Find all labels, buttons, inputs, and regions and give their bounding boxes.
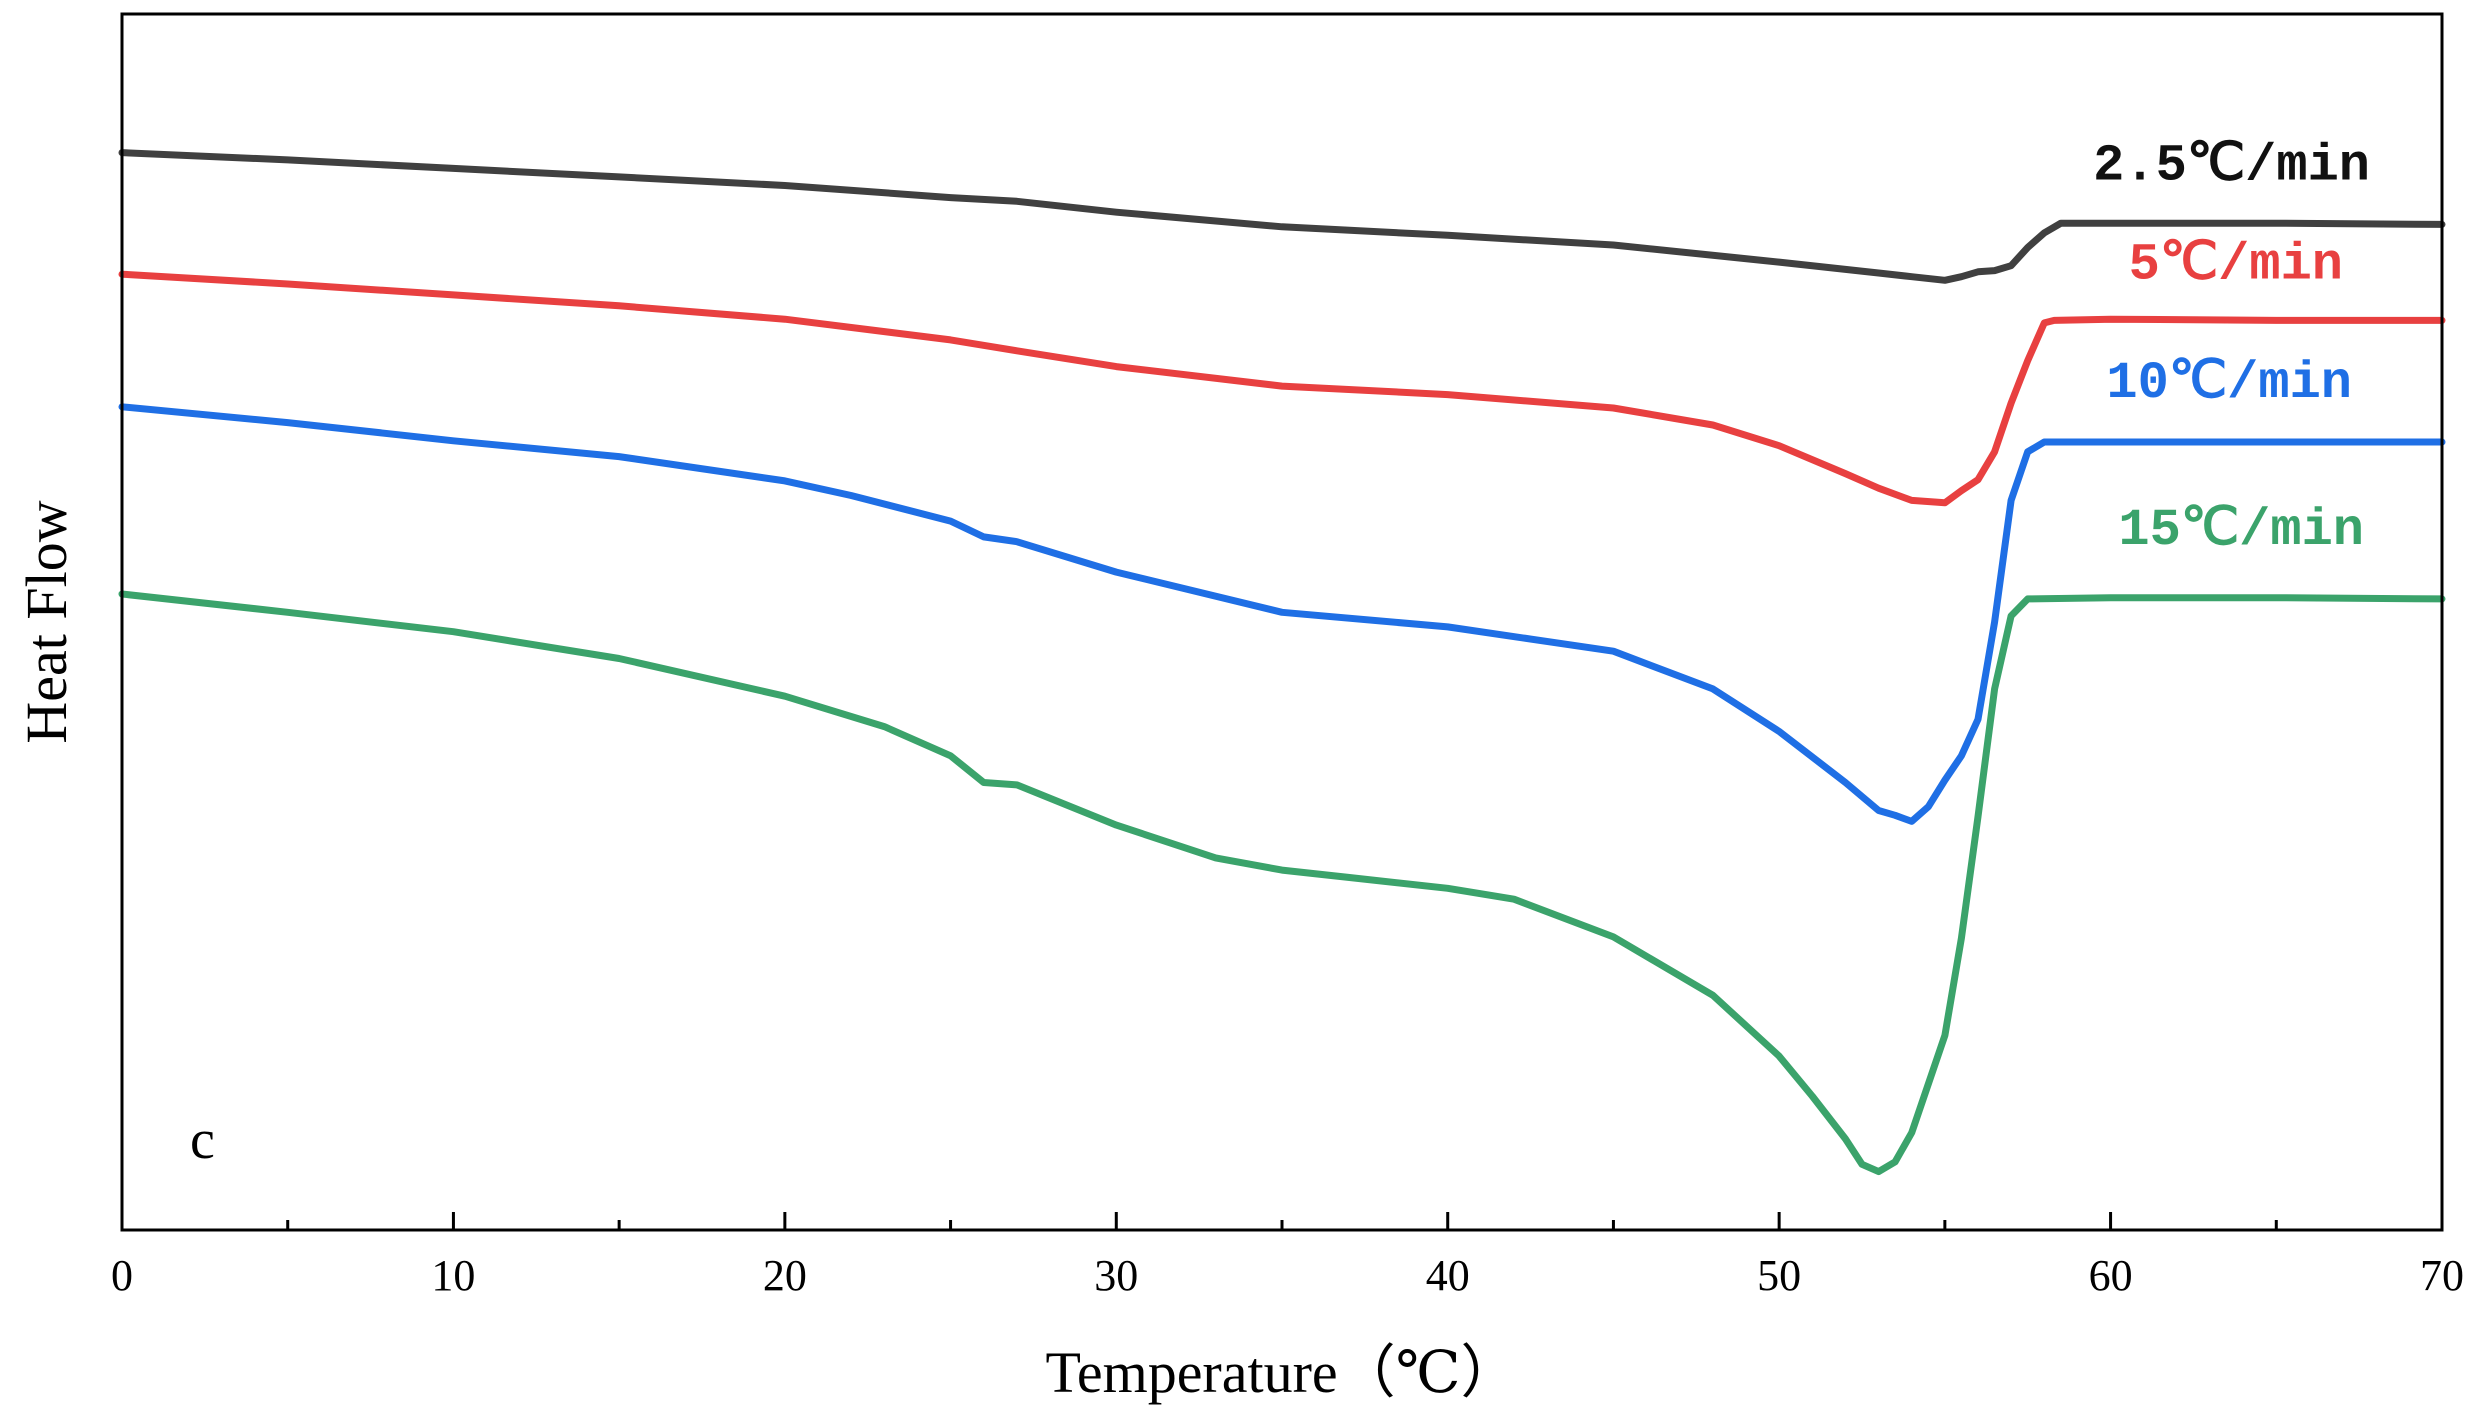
y-axis-title: Heat Flow — [14, 500, 79, 743]
x-tick-label: 60 — [2089, 1251, 2133, 1300]
panel-label: c — [190, 1109, 215, 1171]
legend-layer: 2.5℃/min 5℃/min 10℃/min 15℃/min — [2093, 136, 2370, 560]
x-tick-label: 20 — [763, 1251, 807, 1300]
series-line — [118, 270, 2446, 507]
series-label: 5℃/min — [2129, 235, 2343, 294]
series-label: 10℃/min — [2106, 354, 2352, 413]
x-tick-label: 0 — [111, 1251, 133, 1300]
series-label: 2.5℃/min — [2093, 136, 2370, 195]
series-label: 15℃/min — [2118, 501, 2364, 560]
x-tick-label: 10 — [431, 1251, 475, 1300]
series-line — [118, 590, 2446, 1176]
series-layer — [118, 149, 2446, 1176]
x-tick-label: 70 — [2420, 1251, 2464, 1300]
x-tick-label: 30 — [1094, 1251, 1138, 1300]
x-axis-ticks: 0 10 20 30 40 50 60 70 — [111, 1212, 2464, 1300]
x-tick-label: 40 — [1426, 1251, 1470, 1300]
series-line — [118, 149, 2446, 284]
series-line — [118, 403, 2446, 825]
x-tick-label: 50 — [1757, 1251, 1801, 1300]
x-axis-title: Temperature（℃） — [1045, 1340, 1518, 1405]
